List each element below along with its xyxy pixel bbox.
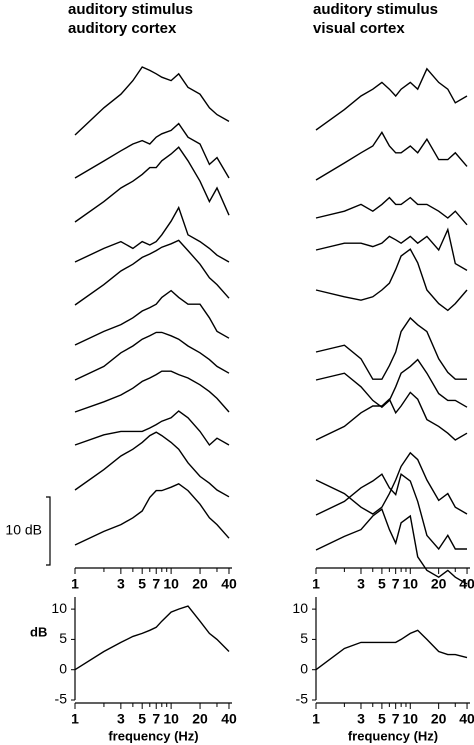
spectrum-line [74, 331, 230, 381]
x-tick-label: 3 [117, 576, 125, 592]
spectrum-line [315, 508, 468, 585]
x-axis-label: frequency (Hz) [348, 728, 438, 743]
x-tick-label: 7 [152, 576, 160, 592]
x-tick-label: 40 [221, 576, 237, 592]
spectrum-line [74, 605, 230, 671]
x-tick-label: 1 [71, 576, 79, 592]
y-axis-label: dB [30, 624, 47, 639]
x-tick-label: 5 [138, 576, 146, 592]
spectrum-line [74, 66, 230, 136]
x-tick-label: 7 [152, 711, 160, 727]
panel-title: auditory stimulus [313, 1, 438, 18]
scale-bar-label: 10 dB [5, 522, 42, 538]
x-tick-label: 5 [138, 711, 146, 727]
x-axis-label: frequency (Hz) [108, 728, 198, 743]
x-tick-label: 7 [392, 711, 400, 727]
x-tick-label: 10 [163, 711, 179, 727]
x-tick-label: 10 [402, 576, 418, 592]
x-tick-label: 40 [221, 711, 237, 727]
spectrum-line [315, 358, 468, 409]
x-tick-label: 1 [71, 711, 79, 727]
x-tick-label: 10 [402, 711, 418, 727]
y-tick-label: -5 [55, 691, 68, 707]
spectrum-line [74, 482, 230, 546]
y-tick-label: 5 [300, 630, 308, 646]
spectrum-line [315, 451, 468, 515]
x-tick-label: 7 [392, 576, 400, 592]
x-tick-label: 3 [357, 576, 365, 592]
x-tick-label: 20 [431, 576, 447, 592]
y-tick-label: -5 [296, 691, 309, 707]
spectrum-line [315, 316, 467, 380]
y-tick-label: 0 [300, 660, 308, 676]
x-tick-label: 5 [378, 576, 386, 592]
spectrum-line [315, 131, 468, 181]
spectrum-line [315, 196, 468, 226]
panel-subtitle: auditory cortex [68, 20, 177, 37]
spectrum-line [74, 239, 230, 306]
x-tick-label: 20 [192, 576, 208, 592]
y-tick-label: 10 [292, 600, 308, 616]
x-tick-label: 3 [117, 711, 125, 727]
spectrum-line [74, 122, 230, 179]
spectrum-line [315, 227, 468, 272]
x-tick-label: 40 [459, 711, 474, 727]
x-tick-label: 1 [312, 576, 320, 592]
scale-bar [46, 496, 51, 566]
y-tick-label: 0 [59, 660, 67, 676]
x-tick-label: 10 [163, 576, 179, 592]
spectrum-line [74, 410, 230, 447]
spectrum-line [315, 248, 468, 312]
x-tick-label: 20 [192, 711, 208, 727]
x-tick-label: 1 [312, 711, 320, 727]
spectrum-line [315, 473, 467, 551]
spectrum-line [74, 146, 230, 223]
spectrum-line [315, 391, 468, 441]
y-tick-label: 5 [59, 630, 67, 646]
spectrum-line [315, 629, 468, 671]
panel-subtitle: visual cortex [313, 20, 405, 37]
spectrum-line [74, 205, 230, 263]
spectrum-line [315, 67, 468, 131]
spectrum-line [74, 289, 230, 346]
panel-title: auditory stimulus [68, 1, 193, 18]
x-tick-label: 20 [431, 711, 447, 727]
y-tick-label: 10 [51, 600, 67, 616]
spectrum-line [74, 370, 230, 413]
x-tick-label: 5 [378, 711, 386, 727]
spectrum-line [74, 431, 230, 498]
x-tick-label: 3 [357, 711, 365, 727]
